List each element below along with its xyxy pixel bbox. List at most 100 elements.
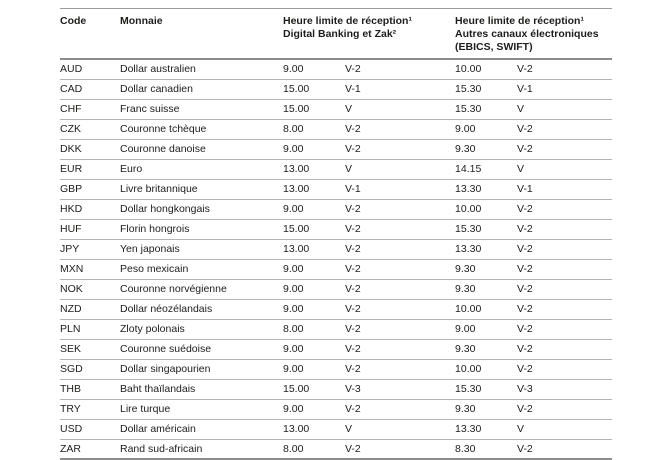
column-header-currency-label: Monnaie [120, 15, 163, 27]
cell-other-time: 9.00 [455, 119, 518, 140]
cell-digital-valuta: V [345, 419, 456, 440]
cell-digital-time: 9.00 [283, 139, 345, 160]
cell-other-valuta: V-2 [517, 439, 613, 460]
cell-digital-valuta: V-2 [345, 339, 456, 360]
cell-digital-valuta: V-2 [345, 239, 456, 260]
table-row: EUR Euro 13.00 V 14.15 V [60, 159, 613, 180]
table-row: PLN Zloty polonais 8.00 V-2 9.00 V-2 [60, 319, 613, 340]
cell-digital-valuta: V-2 [345, 319, 456, 340]
other-header-line3: (EBICS, SWIFT) [455, 41, 533, 53]
table-row: HKD Dollar hongkongais 9.00 V-2 10.00 V-… [60, 199, 613, 220]
cell-digital-valuta: V-2 [345, 439, 456, 460]
cell-currency-code: PLN [60, 319, 120, 340]
cell-digital-time: 9.00 [283, 359, 345, 380]
cell-currency-name: Florin hongrois [120, 219, 283, 240]
cutoff-table-container: Code Monnaie Heure limite de réception¹ … [60, 8, 613, 460]
cell-digital-time: 9.00 [283, 59, 345, 80]
cell-other-valuta: V-1 [517, 79, 613, 100]
cell-digital-time: 15.00 [283, 99, 345, 120]
cell-other-valuta: V-2 [517, 199, 613, 220]
cell-currency-name: Lire turque [120, 399, 283, 420]
table-row: AUD Dollar australien 9.00 V-2 10.00 V-2 [60, 59, 613, 80]
cell-digital-time: 9.00 [283, 339, 345, 360]
cell-currency-name: Couronne suédoise [120, 339, 283, 360]
cell-other-valuta: V-2 [517, 359, 613, 380]
cell-other-time: 9.30 [455, 139, 518, 160]
cell-digital-valuta: V-2 [345, 259, 456, 280]
cell-currency-name: Baht thaïlandais [120, 379, 283, 400]
cell-other-valuta: V [517, 159, 613, 180]
cell-digital-valuta: V-2 [345, 359, 456, 380]
cell-currency-name: Franc suisse [120, 99, 283, 120]
cell-currency-code: GBP [60, 179, 120, 200]
cell-other-time: 13.30 [455, 419, 518, 440]
table-body: AUD Dollar australien 9.00 V-2 10.00 V-2… [60, 59, 613, 460]
cell-currency-code: NZD [60, 299, 120, 320]
cell-other-valuta: V-2 [517, 219, 613, 240]
cell-currency-name: Couronne norvégienne [120, 279, 283, 300]
cell-other-valuta: V-2 [517, 139, 613, 160]
cell-digital-valuta: V-2 [345, 139, 456, 160]
cell-other-time: 9.30 [455, 399, 518, 420]
column-header-code: Code [60, 8, 120, 60]
cell-other-valuta: V-2 [517, 59, 613, 80]
digital-header-line1: Heure limite de réception¹ [283, 15, 412, 27]
cell-other-valuta: V-2 [517, 259, 613, 280]
cell-digital-valuta: V-3 [345, 379, 456, 400]
cell-digital-time: 9.00 [283, 279, 345, 300]
cell-other-time: 8.30 [455, 439, 518, 460]
table-row: MXN Peso mexicain 9.00 V-2 9.30 V-2 [60, 259, 613, 280]
column-header-code-label: Code [60, 15, 87, 27]
table-row: THB Baht thaïlandais 15.00 V-3 15.30 V-3 [60, 379, 613, 400]
digital-header-line2: Digital Banking et Zak² [283, 28, 397, 40]
cell-other-time: 15.30 [455, 219, 518, 240]
cell-currency-name: Dollar australien [120, 59, 283, 80]
table-header: Code Monnaie Heure limite de réception¹ … [60, 8, 613, 60]
cell-currency-code: EUR [60, 159, 120, 180]
cell-currency-name: Couronne tchèque [120, 119, 283, 140]
table-row: USD Dollar américain 13.00 V 13.30 V [60, 419, 613, 440]
table-row: CAD Dollar canadien 15.00 V-1 15.30 V-1 [60, 79, 613, 100]
cell-currency-name: Rand sud-africain [120, 439, 283, 460]
cell-other-time: 15.30 [455, 79, 518, 100]
cell-other-valuta: V-2 [517, 339, 613, 360]
cell-currency-code: JPY [60, 239, 120, 260]
table-row: TRY Lire turque 9.00 V-2 9.30 V-2 [60, 399, 613, 420]
cell-other-valuta: V-2 [517, 239, 613, 260]
cell-currency-code: SEK [60, 339, 120, 360]
cell-currency-code: NOK [60, 279, 120, 300]
cell-currency-name: Dollar néozélandais [120, 299, 283, 320]
cell-digital-time: 13.00 [283, 159, 345, 180]
cell-currency-name: Dollar canadien [120, 79, 283, 100]
cell-currency-code: MXN [60, 259, 120, 280]
cell-other-time: 10.00 [455, 359, 518, 380]
cell-currency-code: CHF [60, 99, 120, 120]
cell-digital-valuta: V-1 [345, 79, 456, 100]
cell-other-time: 9.30 [455, 279, 518, 300]
cell-digital-time: 9.00 [283, 299, 345, 320]
cell-other-valuta: V-1 [517, 179, 613, 200]
cell-digital-time: 8.00 [283, 319, 345, 340]
table-row: CZK Couronne tchèque 8.00 V-2 9.00 V-2 [60, 119, 613, 140]
cell-digital-valuta: V [345, 99, 456, 120]
cell-digital-valuta: V-2 [345, 59, 456, 80]
table-row: NZD Dollar néozélandais 9.00 V-2 10.00 V… [60, 299, 613, 320]
column-header-digital-banking: Heure limite de réception¹ Digital Banki… [283, 8, 456, 60]
cell-other-valuta: V [517, 419, 613, 440]
cell-other-valuta: V-2 [517, 399, 613, 420]
cell-digital-time: 13.00 [283, 239, 345, 260]
cell-other-valuta: V-2 [517, 299, 613, 320]
header-row: Code Monnaie Heure limite de réception¹ … [60, 8, 613, 60]
cell-digital-time: 9.00 [283, 199, 345, 220]
cell-currency-code: ZAR [60, 439, 120, 460]
cell-currency-code: DKK [60, 139, 120, 160]
cell-currency-code: SGD [60, 359, 120, 380]
cell-currency-code: CAD [60, 79, 120, 100]
cell-currency-code: THB [60, 379, 120, 400]
cell-currency-name: Zloty polonais [120, 319, 283, 340]
cell-currency-name: Euro [120, 159, 283, 180]
cell-digital-valuta: V-1 [345, 179, 456, 200]
cell-digital-time: 9.00 [283, 259, 345, 280]
cell-digital-valuta: V-2 [345, 279, 456, 300]
cell-other-time: 10.00 [455, 299, 518, 320]
